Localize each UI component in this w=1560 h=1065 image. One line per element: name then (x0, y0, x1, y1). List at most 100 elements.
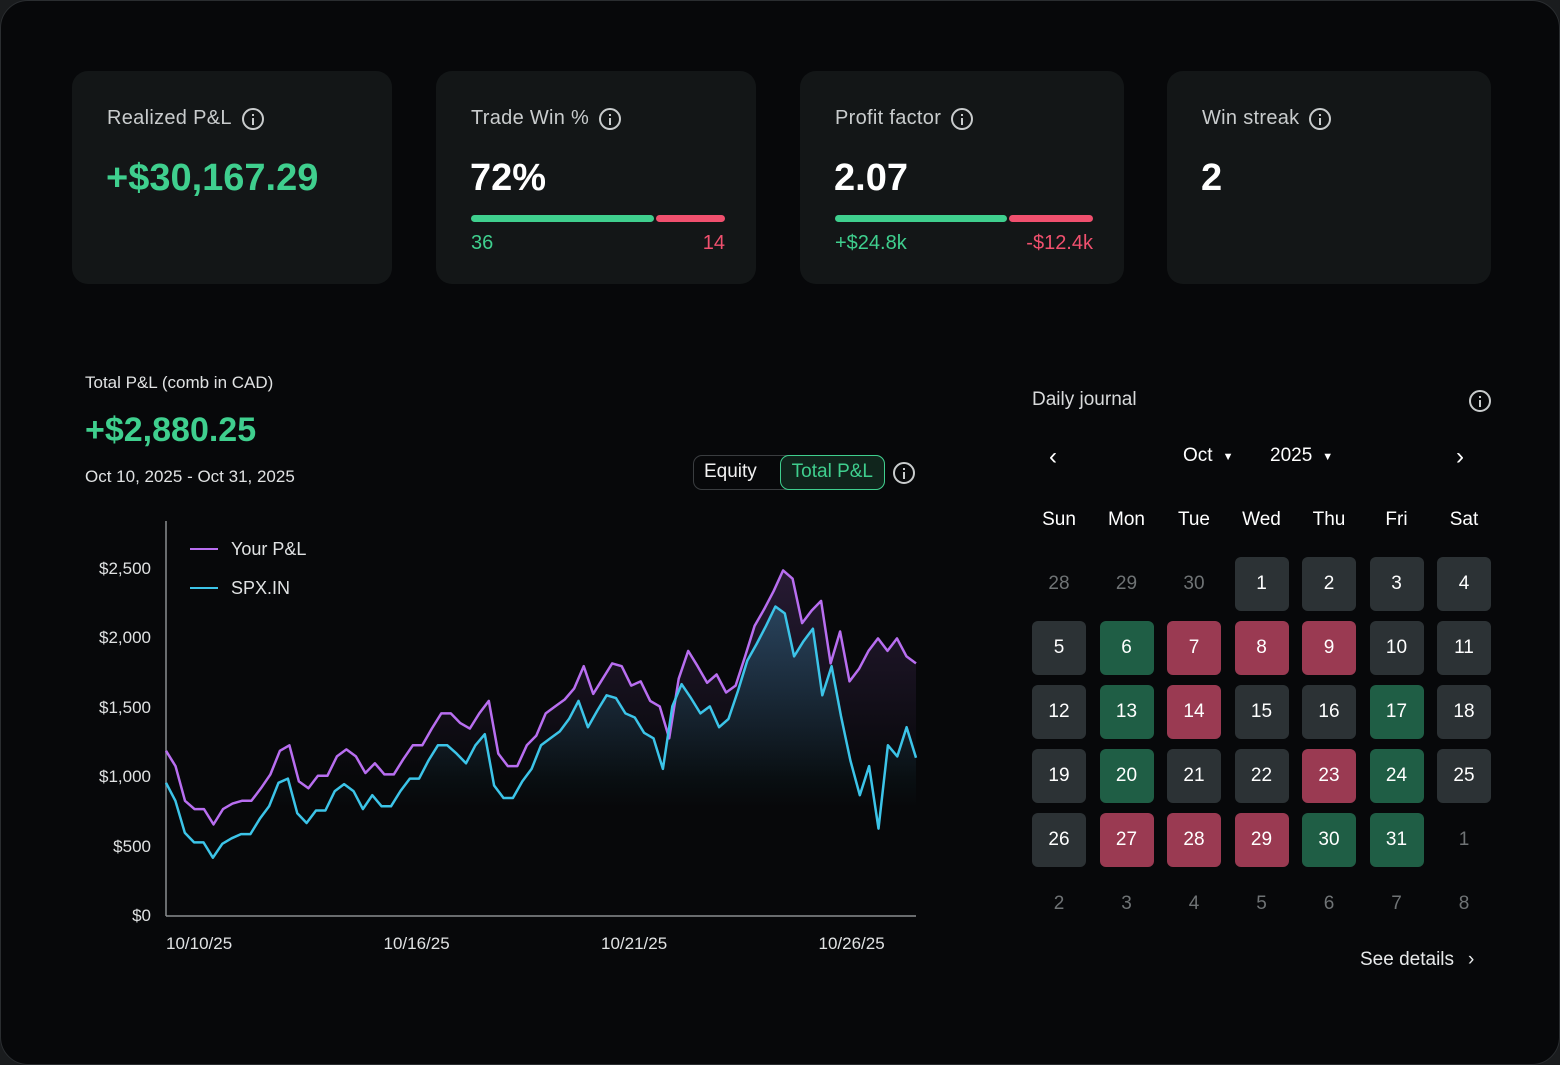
wins-count: 36 (471, 232, 494, 254)
calendar-day-none[interactable]: 22 (1234, 749, 1289, 803)
calendar-day-none[interactable]: 10 (1369, 621, 1424, 675)
profit-bar-fill (835, 215, 1008, 222)
calendar-day-outside: 4 (1188, 893, 1200, 914)
legend-label-spx: SPX.IN (231, 578, 290, 598)
win-streak-card: Win streak 2 (1167, 71, 1491, 284)
calendar-day-none[interactable]: 12 (1032, 685, 1086, 739)
calendar-day-none[interactable]: 19 (1032, 749, 1086, 803)
total-pnl-toggle-button[interactable]: Total P&L (779, 454, 885, 490)
info-icon[interactable] (599, 107, 622, 130)
calendar-day-none[interactable]: 4 (1437, 557, 1491, 611)
calendar-day-win[interactable]: 6 (1099, 621, 1154, 675)
see-details-label: See details (1360, 949, 1455, 970)
win-bar-fill (471, 215, 654, 222)
calendar-day-loss[interactable]: 29 (1234, 813, 1289, 867)
calendar-day-none[interactable]: 15 (1234, 685, 1289, 739)
calendar-day-outside: 7 (1391, 893, 1402, 914)
calendar-day-none[interactable]: 3 (1369, 557, 1424, 611)
journal-title: Daily journal (1032, 389, 1137, 410)
info-icon[interactable] (1309, 107, 1332, 130)
calendar-day-none[interactable]: 16 (1302, 685, 1356, 739)
card-label: Realized P&L (107, 107, 232, 129)
info-icon[interactable] (241, 107, 264, 130)
weekday-label: Mon (1108, 509, 1145, 530)
calendar-day-win[interactable]: 30 (1302, 813, 1356, 867)
x-tick-label: 10/16/25 (383, 934, 450, 953)
calendar-day-none[interactable]: 1 (1234, 557, 1289, 611)
calendar-day-loss[interactable]: 8 (1234, 621, 1289, 675)
calendar-day-none[interactable]: 11 (1437, 621, 1491, 675)
calendar-day-none[interactable]: 18 (1437, 685, 1491, 739)
trade-win-value: 72% (470, 157, 547, 199)
calendar-day-none[interactable]: 26 (1032, 813, 1086, 867)
calendar-day-win[interactable]: 17 (1369, 685, 1424, 739)
info-icon[interactable] (951, 107, 974, 130)
win-loss-bar (471, 215, 725, 222)
pnl-chart: Your P&L SPX.IN (164, 521, 918, 917)
loss-bar-fill (1009, 215, 1093, 222)
realized-pnl-value: +$30,167.29 (106, 157, 319, 199)
calendar-day-none[interactable]: 2 (1302, 557, 1356, 611)
see-details-link[interactable]: See details › (1360, 949, 1474, 971)
calendar-day-win[interactable]: 20 (1099, 749, 1154, 803)
calendar-day-loss[interactable]: 27 (1099, 813, 1154, 867)
calendar-day-loss[interactable]: 7 (1167, 621, 1221, 675)
chart-info-icon[interactable] (893, 462, 915, 484)
calendar-day-loss[interactable]: 9 (1302, 621, 1356, 675)
profit-loss-bar (835, 215, 1093, 222)
weekday-label: Thu (1312, 509, 1346, 530)
legend-label-your-pnl: Your P&L (231, 539, 306, 559)
calendar-day-outside: 30 (1183, 573, 1205, 594)
y-tick-label: $500 (113, 836, 151, 856)
equity-toggle-button[interactable]: Equity (704, 461, 757, 482)
card-label: Trade Win % (471, 107, 590, 129)
year-select[interactable]: 2025 ▼ (1270, 445, 1333, 469)
x-tick-label: 10/21/25 (601, 934, 668, 953)
realized-pnl-card: Realized P&L +$30,167.29 (72, 71, 392, 284)
profit-factor-value: 2.07 (834, 157, 908, 199)
calendar-day-outside: 5 (1256, 893, 1267, 914)
caret-down-icon: ▼ (1222, 451, 1234, 463)
calendar-day-loss[interactable]: 28 (1167, 813, 1221, 867)
trade-win-card: Trade Win % 72% 36 14 (436, 71, 756, 284)
y-tick-label: $1,500 (99, 697, 151, 717)
series-line-spx[interactable] (164, 605, 918, 859)
chart-mode-toggle: Equity Total P&L (693, 454, 885, 490)
calendar-day-win[interactable]: 31 (1369, 813, 1424, 867)
gross-loss: -$12.4k (1026, 232, 1093, 254)
card-label: Profit factor (835, 107, 942, 129)
calendar-day-loss[interactable]: 14 (1167, 685, 1221, 739)
month-select[interactable]: Oct ▼ (1183, 445, 1233, 469)
calendar-day-win[interactable]: 13 (1099, 685, 1154, 739)
weekday-label: Sat (1449, 509, 1479, 530)
calendar-day-outside: 28 (1048, 573, 1070, 594)
calendar-day-none[interactable]: 21 (1167, 749, 1221, 803)
calendar-day-win[interactable]: 24 (1369, 749, 1424, 803)
journal-info-icon[interactable] (1469, 390, 1491, 412)
calendar-day-outside: 6 (1323, 893, 1335, 914)
loss-bar-fill (655, 215, 725, 222)
calendar-day-outside: 1 (1458, 829, 1470, 850)
y-tick-label: $2,000 (99, 628, 151, 648)
prev-month-button[interactable]: ‹ (1049, 443, 1057, 470)
month-value: Oct (1183, 445, 1213, 466)
pnl-title: Total P&L (comb in CAD) (85, 373, 274, 392)
x-tick-label: 10/26/25 (818, 934, 885, 953)
y-tick-label: $1,000 (99, 767, 151, 787)
profit-factor-card: Profit factor 2.07 +$24.8k -$12.4k (800, 71, 1124, 284)
weekday-label: Tue (1177, 509, 1211, 530)
next-month-button[interactable]: › (1456, 443, 1464, 470)
calendar-day-none[interactable]: 5 (1032, 621, 1086, 675)
series-line-your-pnl[interactable] (164, 569, 917, 826)
calendar-day-outside: 2 (1053, 893, 1065, 914)
legend: Your P&L SPX.IN (190, 539, 306, 598)
pnl-total-value: +$2,880.25 (85, 411, 257, 449)
calendar-day-none[interactable]: 25 (1437, 749, 1491, 803)
calendar-day-loss[interactable]: 23 (1302, 749, 1356, 803)
calendar-day-outside: 8 (1458, 893, 1470, 914)
y-tick-label: $0 (132, 906, 151, 925)
gross-profit: +$24.8k (835, 232, 907, 254)
losses-count: 14 (702, 232, 725, 254)
x-tick-label: 10/10/25 (166, 934, 233, 953)
